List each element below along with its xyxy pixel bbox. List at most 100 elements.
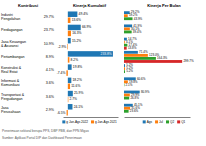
data-labels: 49.4% 66.9% 15.2% 233.8% 19.8% 18.2% 25.9% 24.1… <box>57 12 112 115</box>
data-label: 60.6% <box>137 77 146 81</box>
bar <box>68 51 113 56</box>
data-label: 23.6% <box>130 109 139 113</box>
category-label: Konstruksi &Real Estat <box>1 66 22 74</box>
annotation: Sumber: Aplikasi Portal DIP dan Dashboar… <box>2 136 82 140</box>
bar <box>124 70 125 73</box>
category-label: Informasi &Komunikasi <box>1 79 20 87</box>
legend-label: Ags <box>147 120 153 124</box>
bar <box>124 57 156 60</box>
data-label: 18.2% <box>73 78 82 82</box>
bar <box>66 70 67 75</box>
bar <box>124 47 127 50</box>
bar <box>68 57 70 62</box>
bar-panel: Kinerja Kumulatif 49.4% 66.9% 15.2% 233.8% 19… <box>57 3 119 124</box>
bar <box>124 87 125 90</box>
bar <box>68 78 72 83</box>
bar <box>68 31 71 36</box>
annotation: Penerimaan sektoral berupa PPS, DBP PBB,… <box>2 129 89 133</box>
value-label: 3.6% <box>46 81 55 85</box>
data-label: 2.7% <box>70 97 78 101</box>
legend-label: Q1 <box>181 120 185 124</box>
data-label: 24.1% <box>74 105 83 109</box>
x-axis-domain <box>125 117 191 118</box>
category-label: Jasa Keuangan& Asuransi <box>1 40 26 48</box>
legend: g Jan-Ags 2022 g Jan-Ags 2021 <box>62 120 117 124</box>
data-label: 80.9% <box>141 90 150 94</box>
legend-swatch <box>62 120 65 123</box>
category-label-line: Pengolahan <box>1 17 20 21</box>
category-label: IndustriPengolahan <box>1 13 20 21</box>
data-label: 43.9% <box>134 17 143 21</box>
category-label-line: Perdagangan <box>1 28 23 32</box>
category-label-line: Komunikasi <box>1 83 20 87</box>
data-label: -2.9% <box>58 45 67 49</box>
data-label: 25.9% <box>74 91 83 95</box>
category-label: Pertambangan <box>1 55 25 59</box>
panel-title: Kinerja Kumulatif <box>73 3 107 8</box>
bar <box>68 91 73 96</box>
table-panel: Kontribusi IndustriPengolahan 29.7% Perdaga… <box>1 3 55 114</box>
data-label: -7.4% <box>57 71 66 75</box>
legend-label: g Jan-Ags 2021 <box>95 120 117 124</box>
value-label: 4.1% <box>46 68 55 72</box>
legend-label: Q2 <box>170 120 174 124</box>
bar <box>68 17 71 22</box>
legend-item: Jul <box>155 120 163 124</box>
category-label-line: Real Estat <box>1 70 18 74</box>
plot-area <box>124 11 182 112</box>
category-label-line: & Asuransi <box>1 44 18 48</box>
category-label-line: Perusahaan <box>1 110 20 114</box>
bar <box>124 28 130 31</box>
data-label: 11.6% <box>71 84 80 88</box>
bar <box>124 113 125 116</box>
bar <box>124 110 129 113</box>
legend-item: Q2 <box>166 120 174 124</box>
data-label: 8.2% <box>71 58 79 62</box>
category-label: JasaPerusahaan <box>1 106 20 114</box>
legend-swatch <box>177 120 180 123</box>
data-label: 19.8% <box>73 65 82 69</box>
bar <box>124 54 148 57</box>
bar <box>68 84 70 89</box>
data-label: 13.8% <box>128 46 137 50</box>
bar <box>68 64 72 69</box>
legend-item: g Jan-Ags 2021 <box>91 120 117 124</box>
x-axis <box>64 117 119 118</box>
bar <box>68 11 78 16</box>
bar <box>124 97 129 100</box>
legend-swatch <box>166 120 169 123</box>
bar <box>68 38 71 43</box>
bar <box>124 64 125 67</box>
panel-title: Kontribusi <box>18 3 38 8</box>
bar <box>124 67 125 70</box>
data-label: 66.9% <box>82 25 91 29</box>
legend-swatch <box>91 120 94 123</box>
data-label: 233.8% <box>101 52 112 56</box>
legend-swatch <box>143 120 146 123</box>
bar-panel: Kinerja Per Bulan29.2%41.9%14.7%71.4%5.2… <box>124 3 194 124</box>
chart-svg: Kontribusi IndustriPengolahan 29.7% Perdaga… <box>0 0 206 146</box>
chart-container: Kontribusi IndustriPengolahan 29.7% Perdaga… <box>0 0 206 146</box>
legend: AgsJul Q2 Q1 <box>143 120 186 124</box>
value-label: 10.9% <box>44 42 55 46</box>
bar <box>67 110 68 115</box>
bar <box>124 31 132 34</box>
legend-swatch <box>155 120 158 123</box>
bar <box>124 34 125 37</box>
legend-label: g Jan-Ags 2022 <box>66 120 88 124</box>
data-labels: 29.2%41.9%14.7%71.4%5.2%60.6%80.9%45.1%1… <box>126 10 194 113</box>
category-label-line: Pertambangan <box>1 55 25 59</box>
category-label: Transportasi &Pergudangan <box>1 93 25 101</box>
bar <box>68 104 73 109</box>
bar <box>67 44 69 49</box>
legend-item: Ags <box>143 120 153 124</box>
data-label: 15.2% <box>72 39 81 43</box>
bar <box>124 14 128 17</box>
data-label: 39.4% <box>133 30 142 34</box>
bar <box>124 100 125 103</box>
data-label: 49.4% <box>79 12 88 16</box>
legend-item: g Jan-Ags 2022 <box>62 120 88 124</box>
value-label: 29.7% <box>44 15 55 19</box>
data-label: 13.6% <box>72 18 81 22</box>
bar <box>124 20 125 23</box>
